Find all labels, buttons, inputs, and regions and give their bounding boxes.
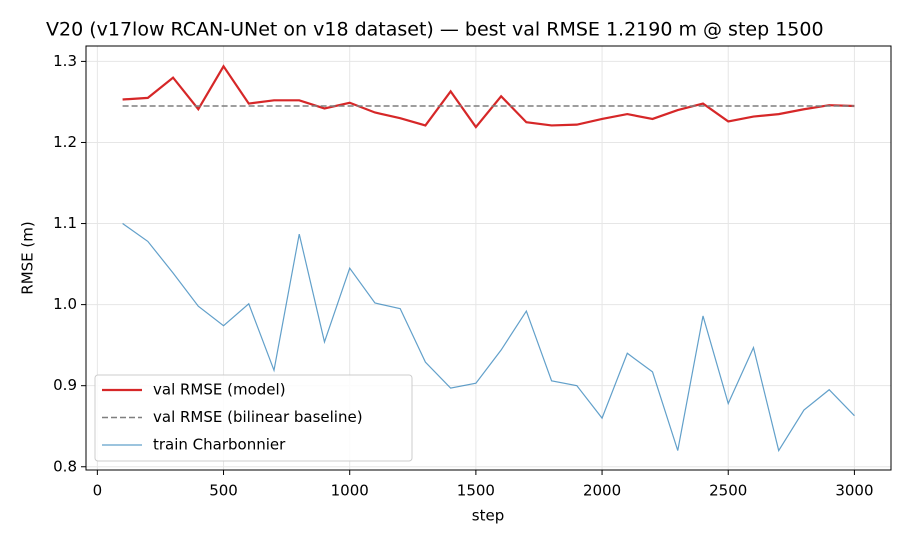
y-axis-label: RMSE (m) — [19, 221, 37, 294]
y-tick-label: 1.0 — [53, 295, 77, 313]
y-tick-label: 0.8 — [53, 457, 77, 475]
plot-frame — [85, 45, 892, 471]
legend-label: train Charbonnier — [153, 436, 286, 454]
chart-title: V20 (v17low RCAN-UNet on v18 dataset) — … — [46, 19, 824, 41]
legend-box — [94, 374, 413, 462]
legend-label: val RMSE (model) — [153, 381, 286, 399]
line-series — [122, 223, 855, 453]
x-axis-label: step — [472, 507, 504, 525]
x-tick-label: 0 — [93, 482, 103, 500]
line-series — [122, 64, 855, 129]
y-tick-label: 1.1 — [53, 214, 77, 232]
y-tick-label: 1.3 — [53, 52, 77, 70]
x-tick-label: 3000 — [835, 482, 873, 500]
y-tick-label: 0.9 — [53, 376, 77, 394]
x-tick-label: 1000 — [331, 482, 369, 500]
legend: val RMSE (model) val RMSE (bilinear basel… — [94, 374, 413, 462]
x-tick-label: 1500 — [457, 482, 495, 500]
x-tick-label: 2000 — [583, 482, 621, 500]
x-tick-label: 2500 — [709, 482, 747, 500]
y-tick-label: 1.2 — [53, 133, 77, 151]
x-tick-label: 500 — [209, 482, 238, 500]
legend-label: val RMSE (bilinear baseline) — [153, 408, 363, 426]
